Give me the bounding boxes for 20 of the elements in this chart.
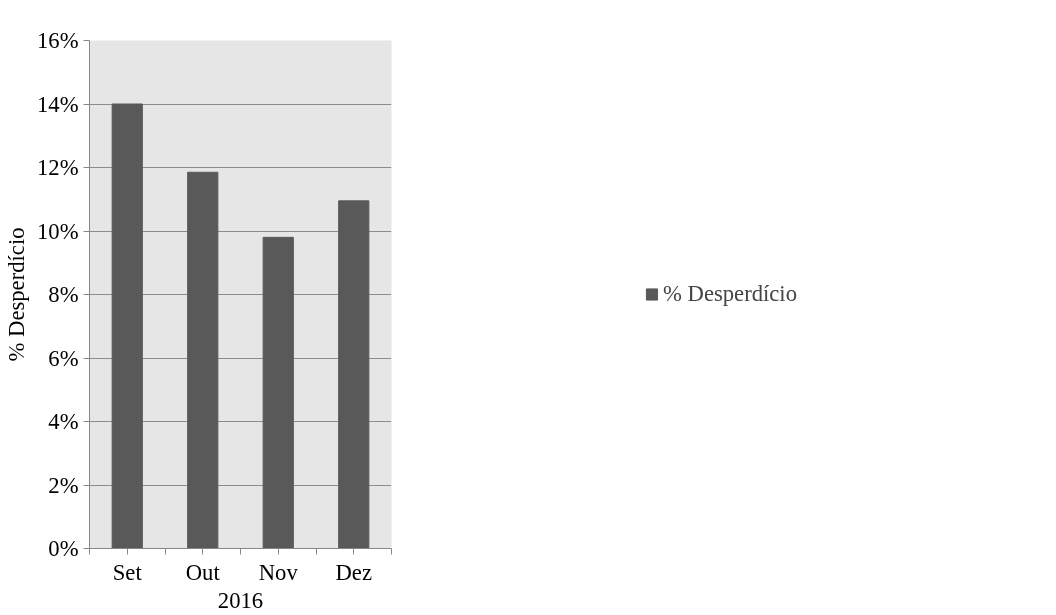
x-tick-label: Out	[185, 559, 221, 585]
y-tick-label: 2%	[48, 472, 79, 498]
y-axis-title: % Desperdício	[3, 227, 29, 362]
bar	[187, 171, 219, 549]
y-tick-label: 6%	[48, 345, 79, 371]
bar	[338, 200, 370, 549]
x-tick-label: Dez	[335, 559, 372, 585]
bar	[111, 103, 143, 549]
x-tick-label: Nov	[258, 559, 299, 585]
y-tick-label: 16%	[36, 28, 79, 53]
legend-label: % Desperdício	[662, 281, 798, 307]
y-tick-label: 0%	[48, 536, 79, 561]
y-tick-label: 14%	[36, 91, 79, 117]
bar	[262, 236, 294, 549]
x-axis-title: 2016	[217, 587, 264, 613]
y-tick-label: 8%	[48, 282, 79, 307]
x-tick-label: Set	[112, 559, 143, 585]
y-tick-label: 12%	[36, 155, 79, 180]
y-tick-label: 10%	[36, 218, 79, 244]
y-tick-label: 4%	[48, 409, 79, 434]
